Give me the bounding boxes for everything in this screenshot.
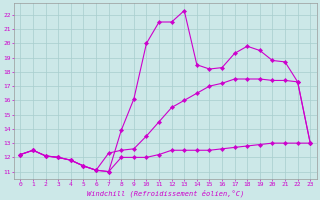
X-axis label: Windchill (Refroidissement éolien,°C): Windchill (Refroidissement éolien,°C) [87,189,244,197]
